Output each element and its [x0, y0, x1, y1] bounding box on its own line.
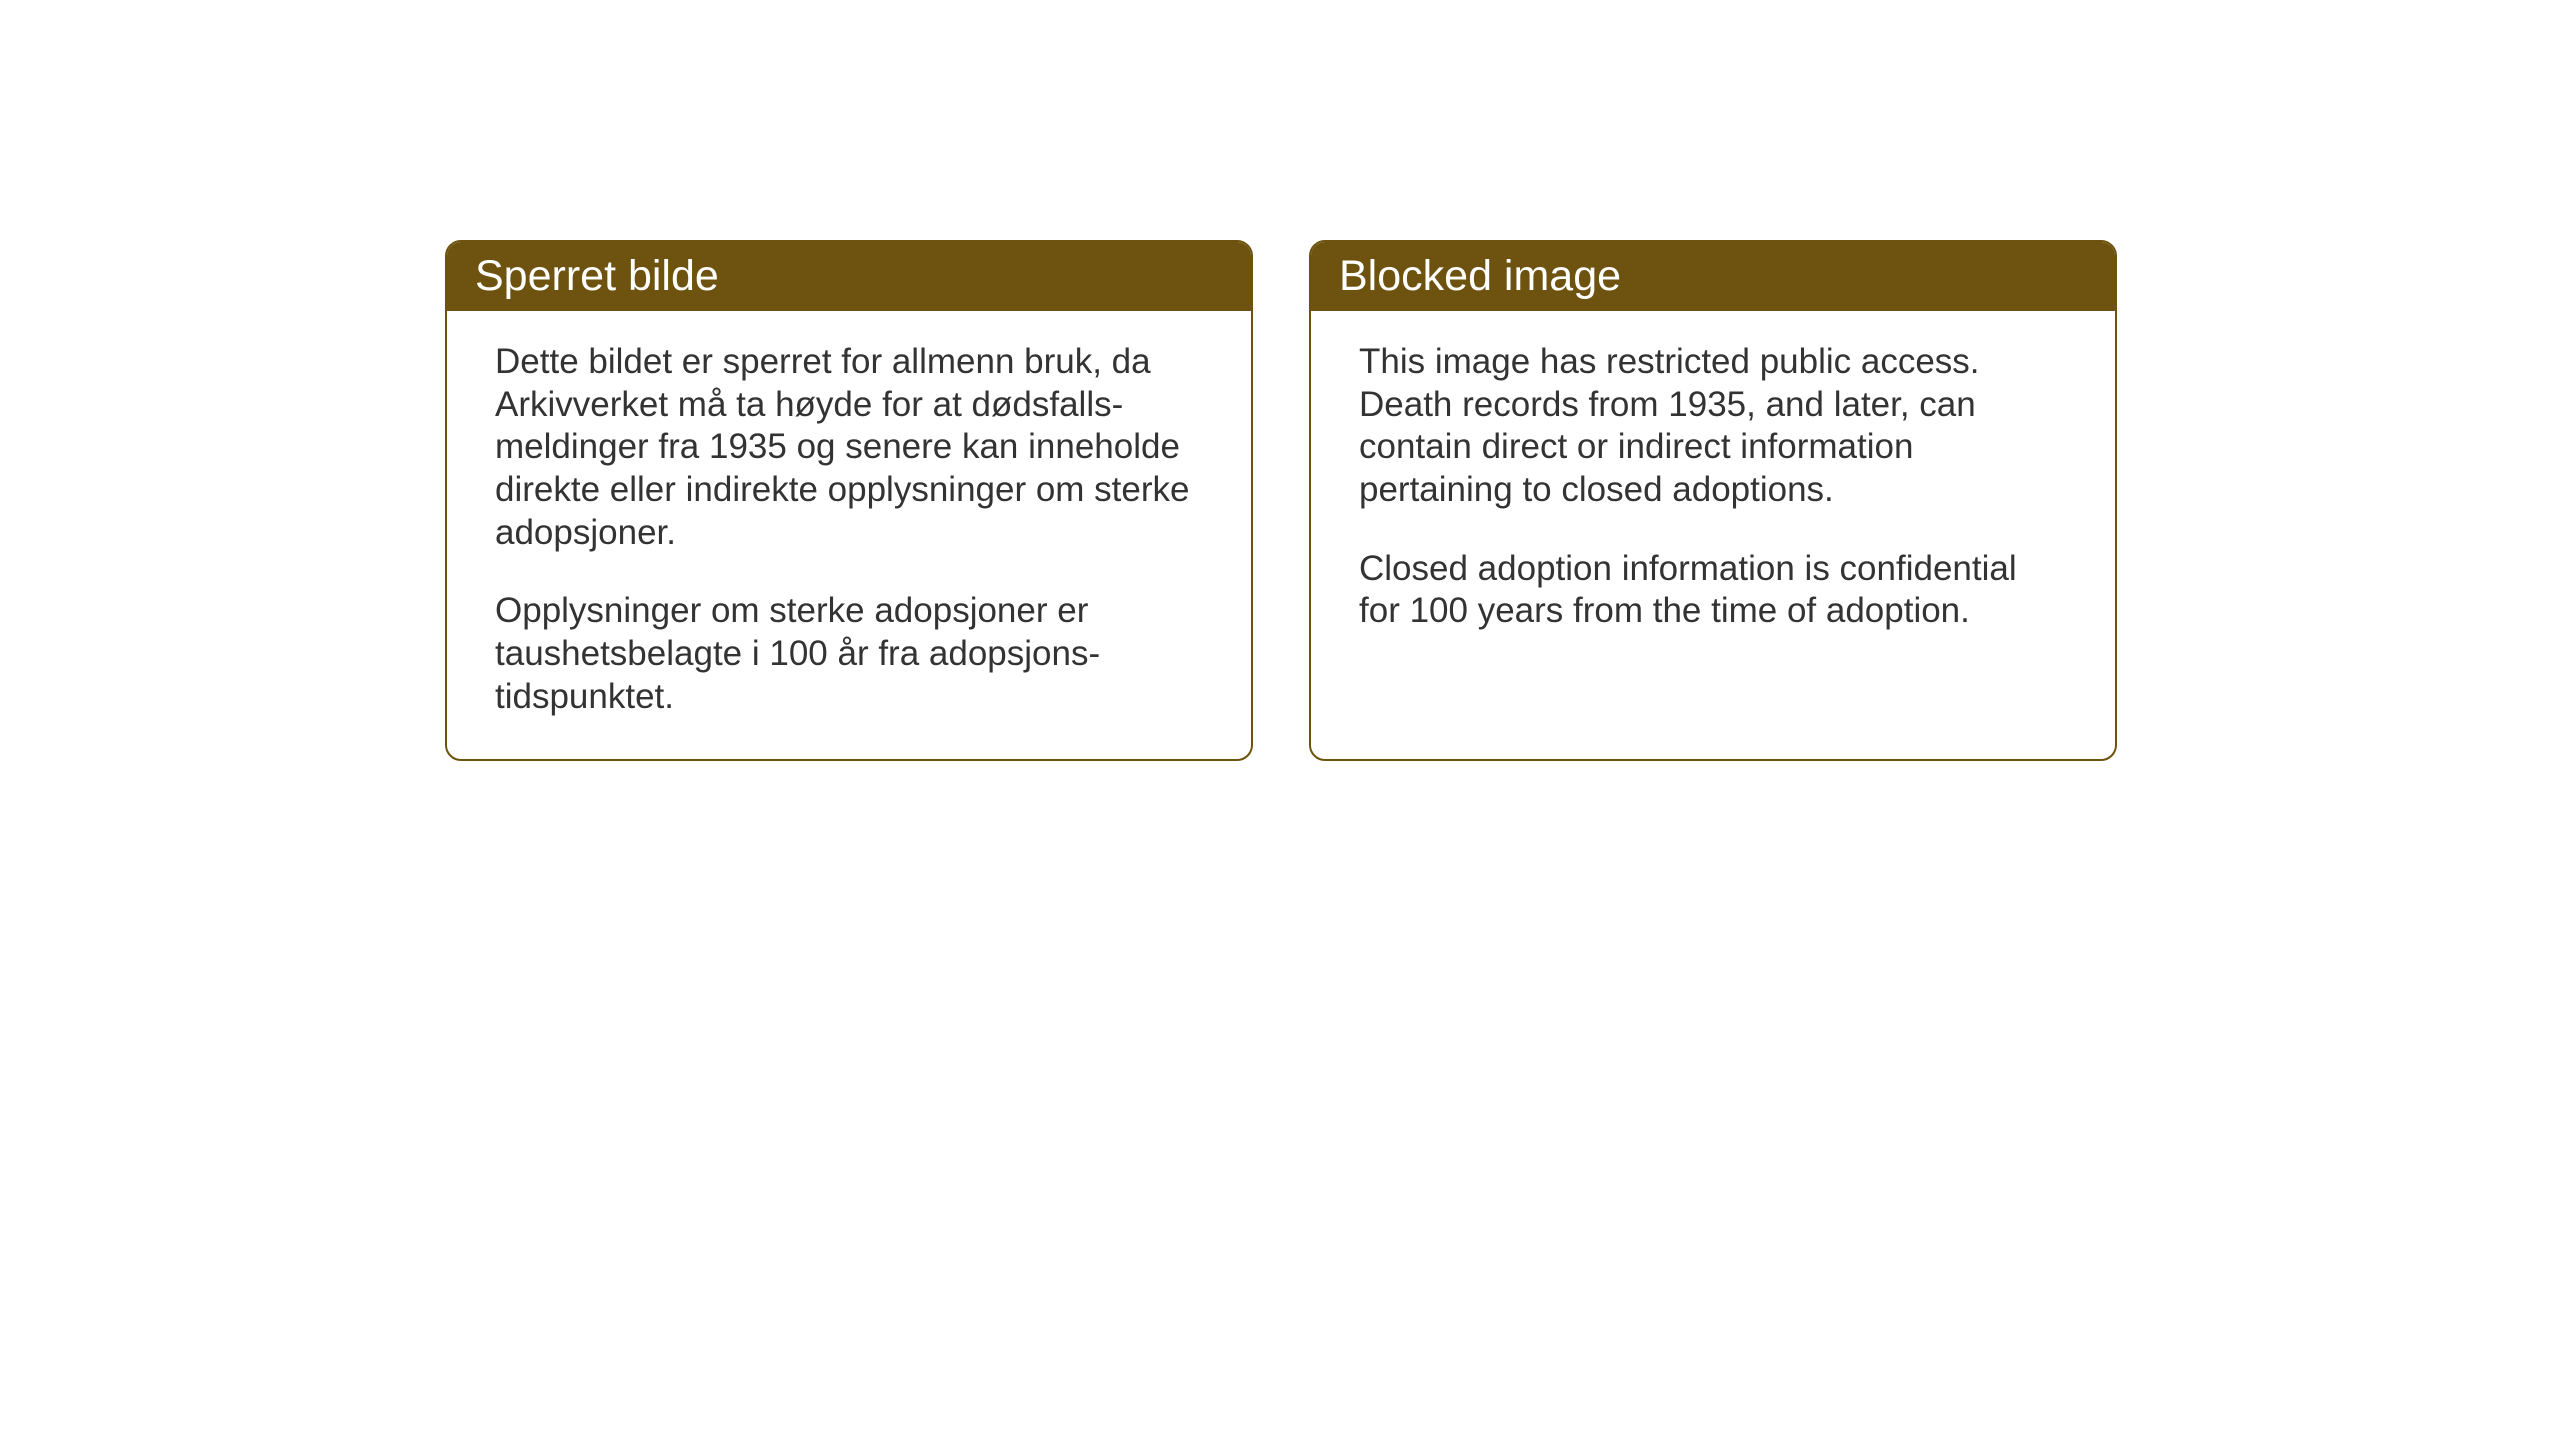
english-paragraph-2: Closed adoption information is confident…: [1359, 548, 2067, 633]
norwegian-card-body: Dette bildet er sperret for allmenn bruk…: [447, 311, 1251, 759]
english-paragraph-1: This image has restricted public access.…: [1359, 341, 2067, 512]
english-card-title: Blocked image: [1311, 242, 2115, 311]
english-notice-card: Blocked image This image has restricted …: [1309, 240, 2117, 761]
norwegian-notice-card: Sperret bilde Dette bildet er sperret fo…: [445, 240, 1253, 761]
norwegian-paragraph-1: Dette bildet er sperret for allmenn bruk…: [495, 341, 1203, 554]
norwegian-paragraph-2: Opplysninger om sterke adopsjoner er tau…: [495, 590, 1203, 718]
english-card-body: This image has restricted public access.…: [1311, 311, 2115, 673]
notice-container: Sperret bilde Dette bildet er sperret fo…: [445, 240, 2117, 761]
norwegian-card-title: Sperret bilde: [447, 242, 1251, 311]
